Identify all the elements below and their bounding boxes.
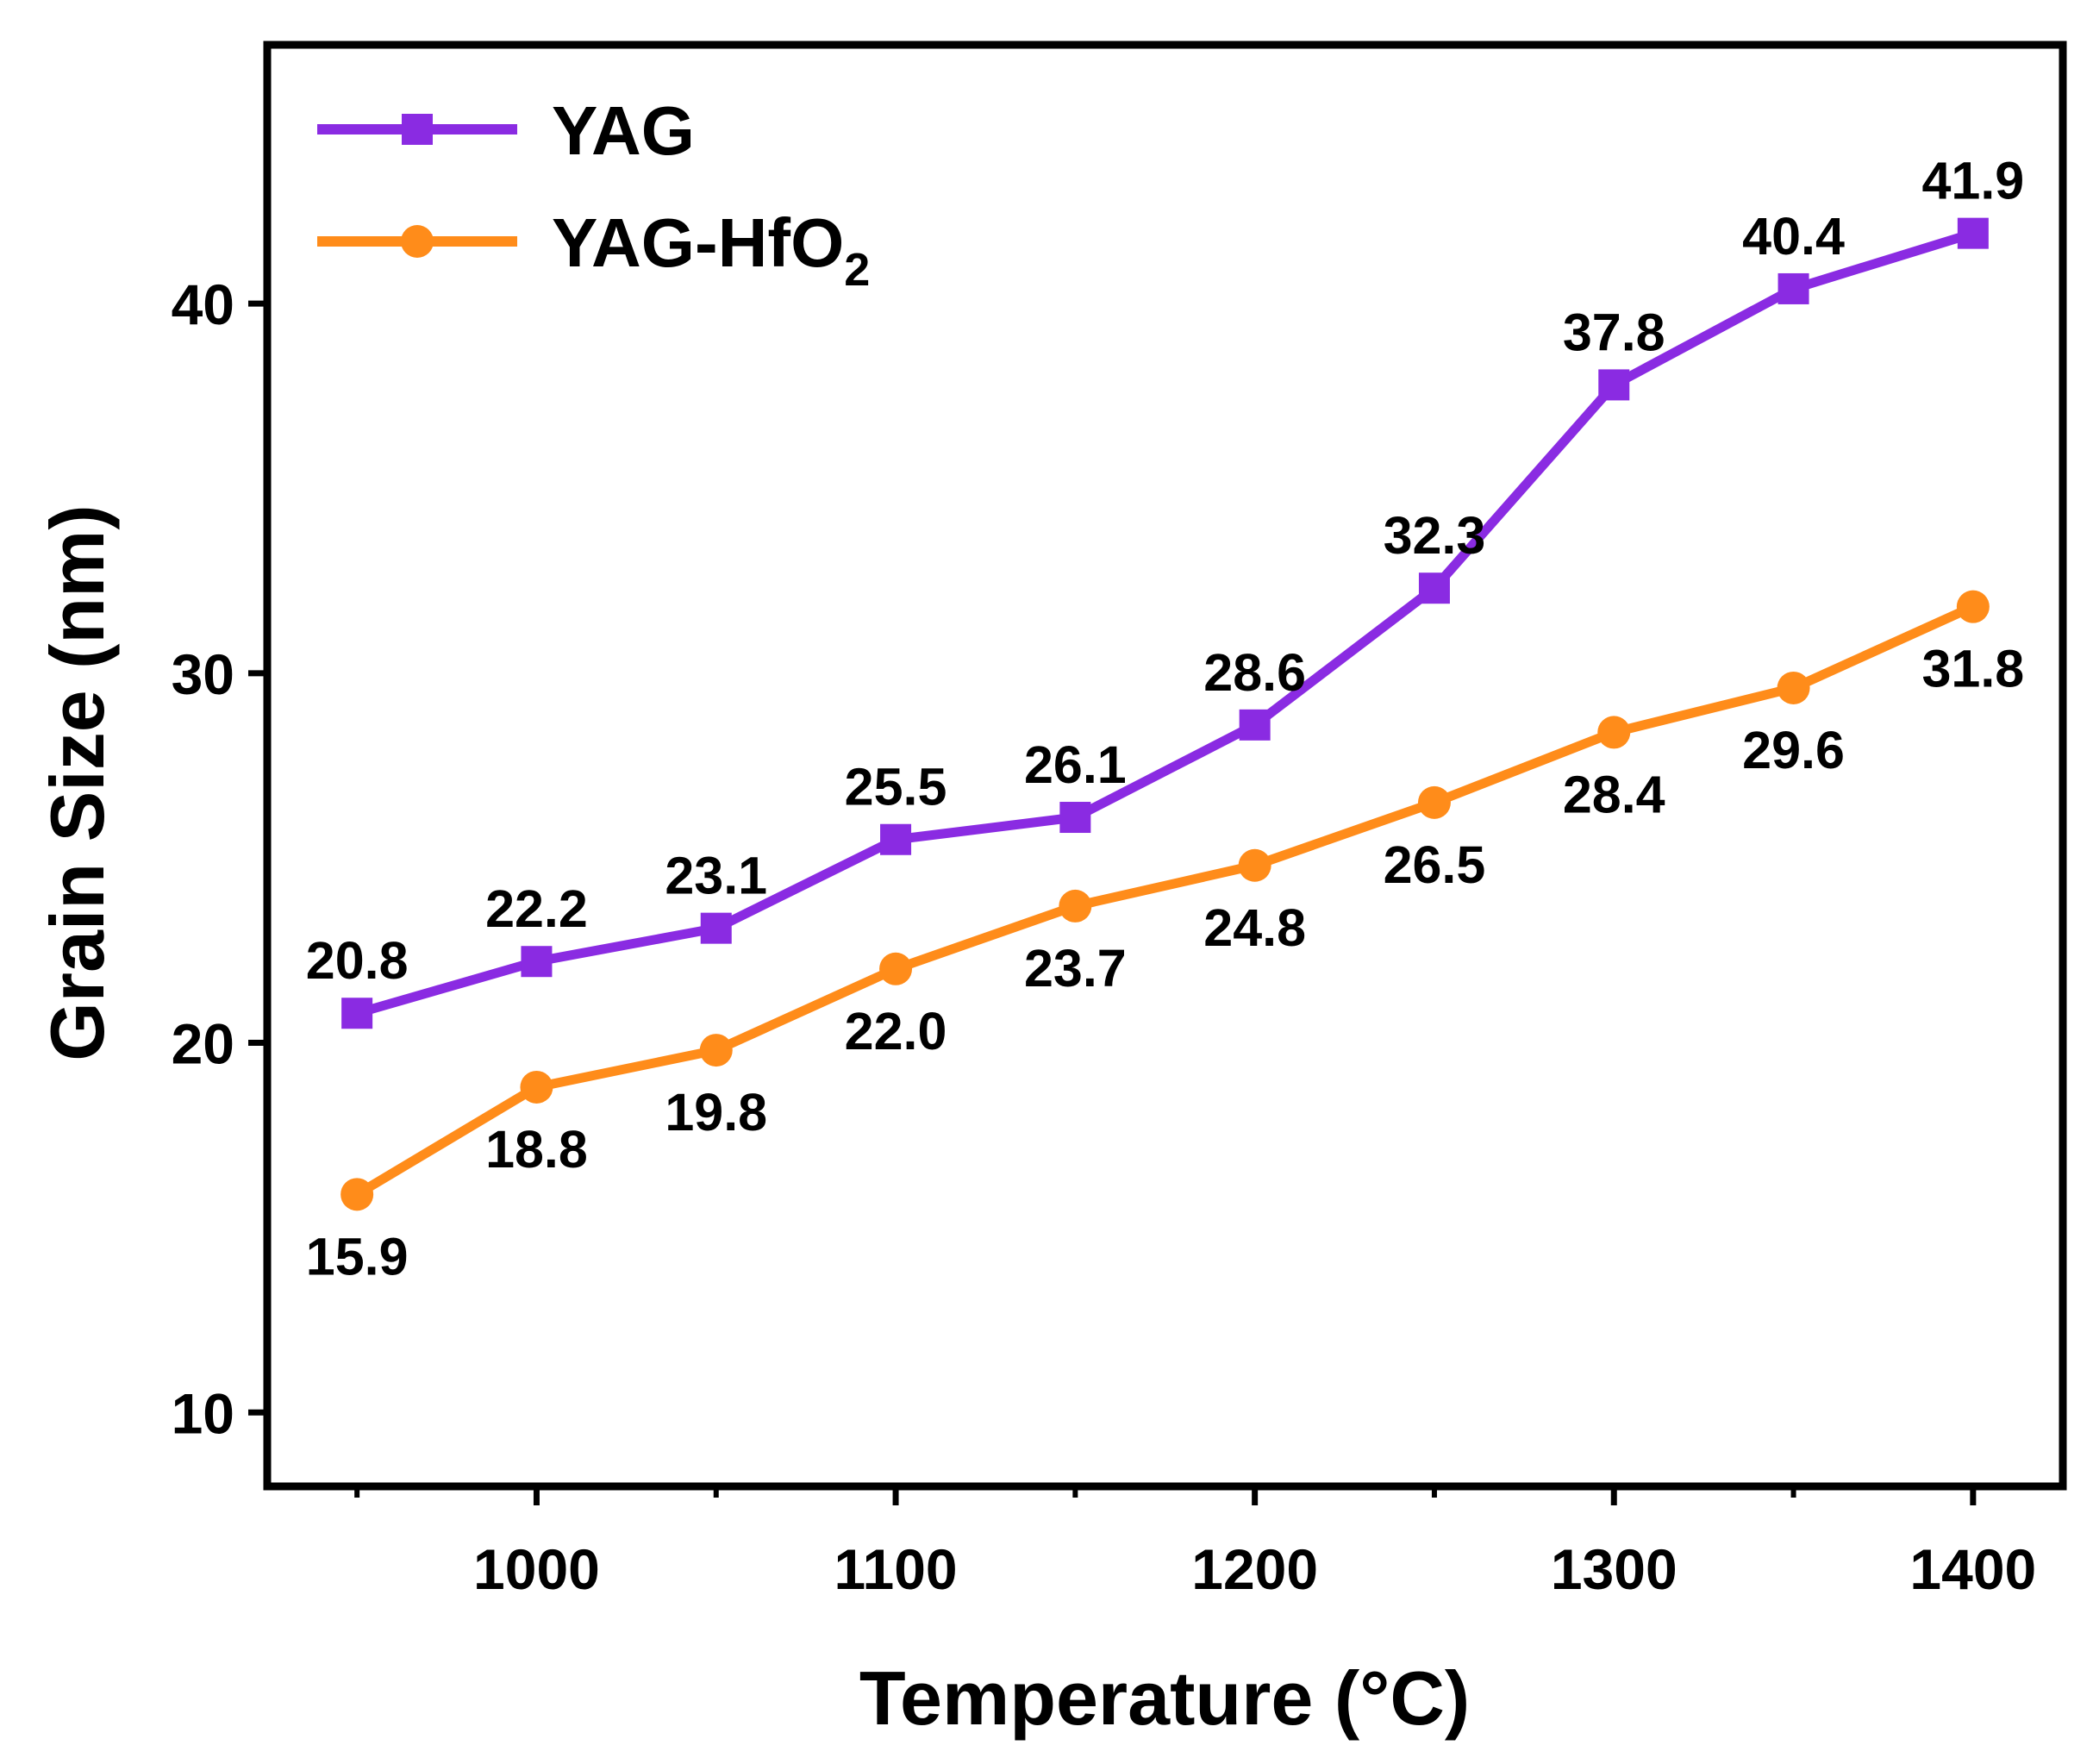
data-point-yag[interactable]	[1598, 369, 1630, 401]
x-tick-label: 1400	[1909, 1537, 2036, 1601]
legend-label-yag-hfo2: YAG-HfO2	[552, 204, 870, 296]
data-point-yag-hfo2[interactable]	[879, 952, 913, 985]
data-label-yag: 40.4	[1742, 207, 1845, 266]
data-label-yag: 26.1	[1024, 735, 1127, 794]
data-point-yag-hfo2[interactable]	[1417, 785, 1451, 819]
legend-marker-yag-hfo2	[401, 225, 434, 258]
data-label-yag: 28.6	[1203, 643, 1306, 702]
data-label-yag-hfo2: 15.9	[306, 1227, 409, 1285]
legend-marker-yag	[402, 114, 433, 145]
data-label-yag: 41.9	[1921, 152, 2024, 210]
data-point-yag-hfo2[interactable]	[1956, 590, 1990, 623]
legend-label-yag-hfo2-base: YAG-HfO	[552, 204, 844, 281]
data-point-yag[interactable]	[1418, 572, 1450, 604]
data-label-yag-hfo2: 24.8	[1203, 898, 1306, 957]
data-point-yag-hfo2[interactable]	[1238, 848, 1271, 882]
legend-label-yag-hfo2-subscript: 2	[844, 244, 870, 296]
data-point-yag[interactable]	[521, 946, 553, 978]
data-label-yag-hfo2: 31.8	[1921, 640, 2024, 698]
y-axis-title: Grain Size (nm)	[34, 504, 120, 1060]
data-point-yag[interactable]	[1957, 217, 1989, 249]
legend-entry-yag-hfo2[interactable]: YAG-HfO2	[317, 204, 870, 296]
y-tick-label: 20	[172, 1012, 234, 1076]
data-point-yag-hfo2[interactable]	[1597, 716, 1631, 749]
data-point-yag[interactable]	[1239, 709, 1271, 741]
legend-entry-yag[interactable]: YAG	[317, 92, 695, 169]
data-point-yag-hfo2[interactable]	[699, 1034, 733, 1067]
data-label-yag-hfo2: 18.8	[485, 1120, 588, 1179]
data-point-yag[interactable]	[341, 998, 373, 1029]
data-point-yag-hfo2[interactable]	[520, 1070, 553, 1104]
data-point-yag-hfo2[interactable]	[1777, 671, 1810, 704]
data-point-yag[interactable]	[880, 823, 912, 855]
y-tick-label: 40	[172, 272, 234, 336]
legend: YAG YAG-HfO2	[317, 92, 870, 296]
data-label-yag-hfo2: 22.0	[845, 1002, 947, 1060]
data-label-yag-hfo2: 28.4	[1563, 765, 1665, 823]
data-point-yag[interactable]	[1059, 802, 1091, 834]
data-point-yag-hfo2[interactable]	[341, 1178, 374, 1211]
x-tick-label: 1000	[473, 1537, 600, 1601]
data-label-yag-hfo2: 26.5	[1384, 835, 1486, 894]
data-label-yag: 25.5	[845, 758, 947, 816]
y-tick-label: 10	[172, 1381, 234, 1445]
series-line-yag	[352, 228, 1978, 1018]
data-label-yag-hfo2: 19.8	[665, 1083, 767, 1142]
data-label-yag-hfo2: 23.7	[1024, 939, 1127, 998]
data-label-yag-hfo2: 29.6	[1742, 721, 1845, 779]
legend-label-yag: YAG	[552, 92, 695, 169]
data-point-yag[interactable]	[700, 912, 732, 944]
data-label-yag: 32.3	[1384, 506, 1486, 565]
series-line-yag-hfo2	[352, 602, 1978, 1199]
data-label-yag: 20.8	[306, 931, 409, 990]
y-tick-label: 30	[172, 642, 234, 706]
data-label-yag: 22.2	[485, 879, 588, 938]
data-label-yag: 37.8	[1563, 303, 1665, 361]
data-label-yag: 23.1	[665, 847, 767, 905]
x-axis-title: Temperature (°C)	[859, 1655, 1470, 1741]
chart-marks: 20.8 22.2 23.1 25.5 26.1 28.6 32.3 37.8 40.4 41.9…	[306, 152, 2024, 1286]
axes: 1000 1100 1200 1300 1400 10 20 30 40	[172, 272, 2037, 1601]
data-point-yag-hfo2[interactable]	[1059, 889, 1092, 923]
x-tick-label: 1200	[1191, 1537, 1318, 1601]
x-tick-label: 1100	[834, 1537, 957, 1601]
x-tick-label: 1300	[1551, 1537, 1678, 1601]
plot-frame	[263, 41, 2067, 1491]
data-point-yag[interactable]	[1777, 272, 1809, 304]
